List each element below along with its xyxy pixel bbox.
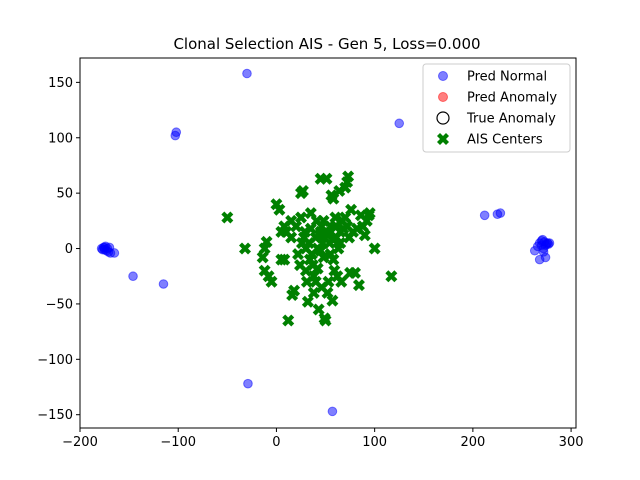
ais-center-marker [278,253,291,266]
data-point [394,118,405,129]
ais-center-marker [342,170,355,183]
legend-item: True Anomaly [436,111,556,127]
data-point [128,271,138,282]
x-tick-label: 200 [460,435,485,450]
y-tick-label: −150 [37,408,73,423]
ais-center-marker [334,237,347,249]
x-tick-label: 300 [559,435,584,450]
ais-center-marker [256,251,269,264]
ais-center-marker [314,225,327,238]
ais-center-marker [320,172,333,185]
data-point [158,279,169,289]
ais-center-marker [282,314,295,327]
series-ais-centers [221,170,398,327]
ais-center-marker [335,275,348,288]
legend-item: AIS Centers [437,133,543,148]
ais-center-marker [314,244,327,257]
ais-center-marker [339,211,352,224]
legend-label: AIS Centers [467,133,543,148]
ais-center-marker [317,214,330,227]
ais-center-marker [326,294,339,307]
legend: Pred Normal Pred Anomaly True Anomaly AIS C… [422,63,571,153]
legend-item: Pred Normal [438,70,547,85]
ais-center-marker [295,237,308,249]
ais-center-marker [290,220,303,233]
data-point [479,210,490,221]
chart-title: Clonal Selection AIS - Gen 5, Loss=0.000 [173,35,480,53]
series-pred-normal [96,68,555,417]
ais-center-marker [285,231,298,244]
ais-center-marker [329,220,342,233]
legend-marker [438,71,448,81]
data-point [242,68,252,79]
ais-center-marker [275,225,288,238]
ais-center-marker [385,270,398,283]
data-point [171,127,182,138]
data-point [99,242,110,253]
ais-center-marker [317,251,330,264]
legend-marker [438,92,448,102]
x-tick-label: 0 [272,435,280,450]
ais-center-marker [265,275,278,288]
ais-center-marker [327,253,340,266]
data-point [540,252,551,263]
x-tick-label: −200 [62,435,98,450]
ais-center-marker [294,259,306,272]
ais-center-marker [288,284,301,297]
legend-marker [436,111,450,125]
ais-center-marker [358,229,371,242]
ais-center-marker [321,229,334,242]
y-tick-label: −50 [46,297,73,312]
ais-center-marker [352,279,365,292]
legend-label: True Anomaly [466,112,556,127]
legend-label: Pred Anomaly [467,91,557,106]
ais-center-marker [311,262,324,275]
y-tick-label: 100 [48,131,73,146]
y-tick-label: −100 [37,353,73,368]
data-point [243,378,253,389]
ais-center-marker [221,211,234,224]
ais-center-marker [296,184,309,197]
data-point [327,406,338,417]
legend-marker [437,133,449,145]
y-tick-label: 0 [65,242,73,257]
ais-center-marker [292,248,305,261]
ais-center-marker [337,222,350,235]
ais-center-marker [363,207,376,220]
plot-frame [79,57,577,429]
y-tick-label: 150 [48,76,73,91]
data-point [536,235,547,246]
ais-center-marker [295,211,307,224]
x-tick-label: 100 [362,435,387,450]
ais-center-marker [273,203,286,216]
y-tick-label: 50 [56,187,73,202]
data-point [495,208,506,218]
legend-box [422,63,571,153]
legend-item: Pred Anomaly [438,91,557,106]
ais-center-marker [260,235,273,248]
data-point [109,248,120,258]
x-tick-label: −100 [160,435,196,450]
ais-center-marker [349,266,361,279]
data-point [544,238,555,248]
legend-label: Pred Normal [467,70,547,85]
ais-center-marker [368,242,381,255]
ais-center-marker [322,275,335,288]
ais-center-marker [239,242,251,255]
ais-center-marker [319,314,332,327]
ais-center-marker [298,225,311,238]
